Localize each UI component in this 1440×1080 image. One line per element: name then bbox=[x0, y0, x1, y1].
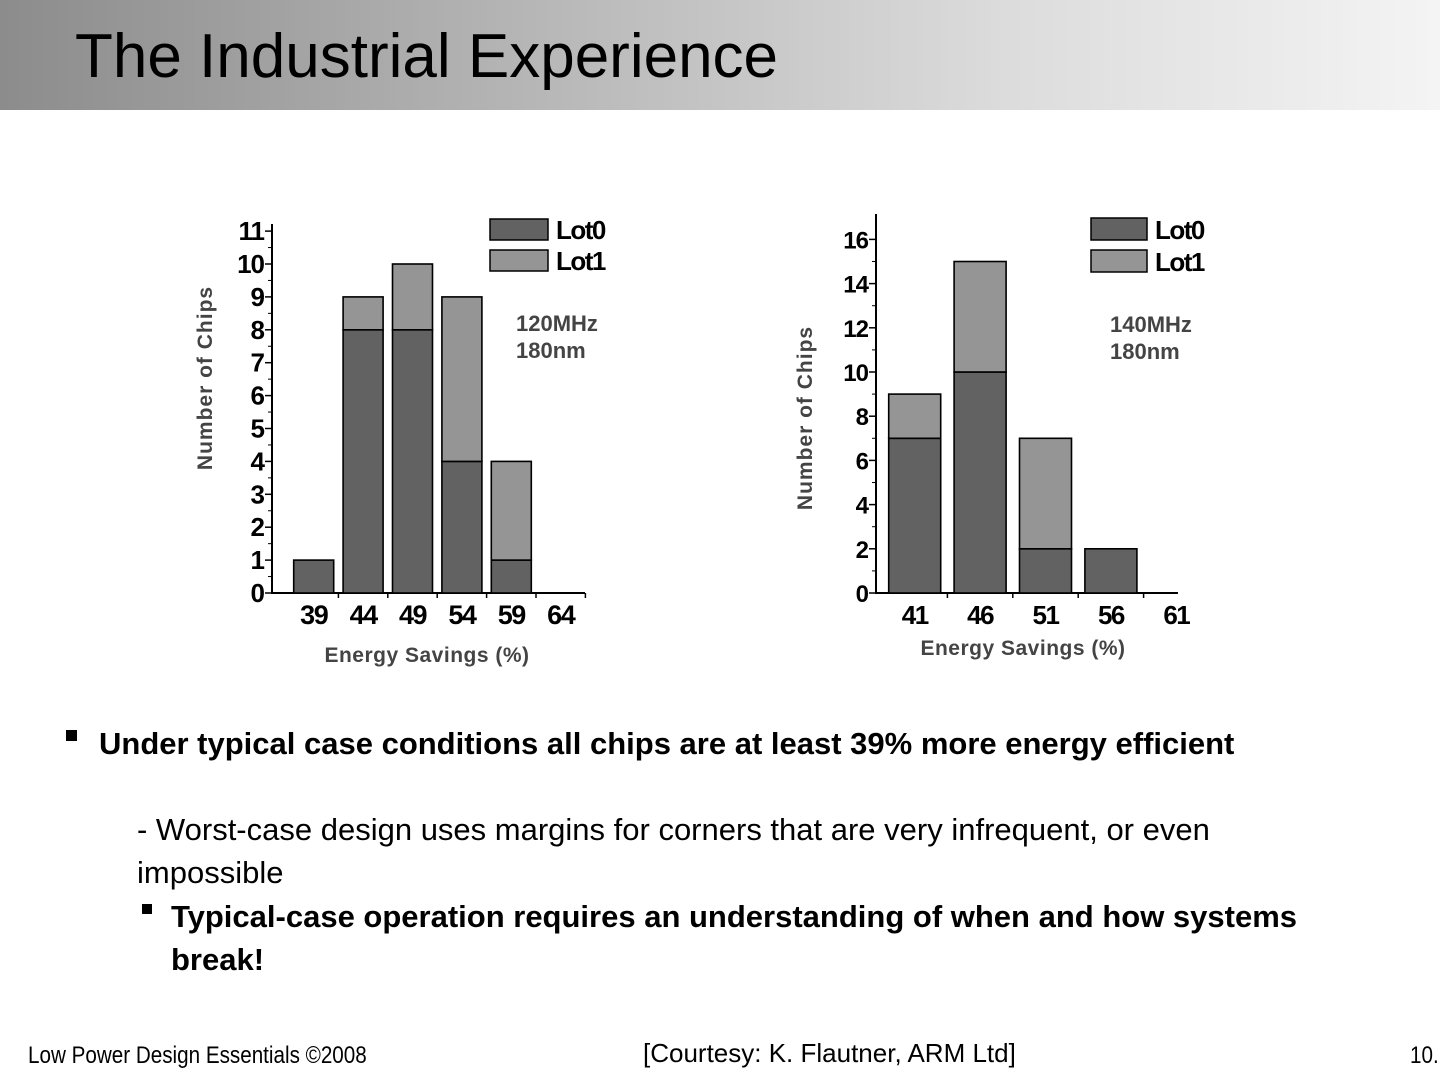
y-tick-label: 0 bbox=[251, 578, 265, 608]
footer-copyright: Low Power Design Essentials ©2008 bbox=[28, 1042, 367, 1069]
legend-label-lot0: Lot0 bbox=[1155, 215, 1205, 245]
legend-swatch-lot0 bbox=[489, 218, 549, 241]
bar-lot0 bbox=[490, 559, 533, 594]
y-tick-label: 9 bbox=[251, 282, 265, 312]
bar-lot0 bbox=[1084, 547, 1138, 594]
chart-annotation: 180nm bbox=[516, 338, 586, 363]
bar-lot1 bbox=[342, 296, 384, 331]
legend-swatch-lot1 bbox=[1090, 249, 1148, 273]
bar-lot0 bbox=[953, 371, 1007, 594]
legend-label-lot1: Lot1 bbox=[556, 246, 606, 276]
y-tick-label: 6 bbox=[856, 448, 869, 475]
y-tick-label: 8 bbox=[251, 315, 265, 345]
legend-label-lot0: Lot0 bbox=[556, 215, 606, 245]
page-number: 10. bbox=[1410, 1042, 1439, 1069]
y-tick-label: 7 bbox=[251, 348, 265, 378]
y-tick-label: 5 bbox=[251, 414, 265, 444]
y-tick-label: 4 bbox=[856, 493, 870, 520]
chart-annotation: 140MHz bbox=[1110, 312, 1192, 337]
bar-lot0 bbox=[441, 460, 483, 594]
x-tick-label: 49 bbox=[399, 600, 428, 630]
y-axis-title: Number of Chips bbox=[194, 286, 217, 470]
bar-lot1 bbox=[441, 296, 483, 463]
sub-bullet-bold: Typical-case operation requires an under… bbox=[171, 899, 1298, 977]
x-tick-label: 46 bbox=[967, 600, 994, 630]
y-tick-label: 12 bbox=[843, 316, 868, 343]
legend-swatch-lot0 bbox=[1090, 217, 1148, 241]
bar-lot1 bbox=[953, 260, 1007, 373]
bullet-level1: Under typical case conditions all chips … bbox=[99, 726, 1235, 761]
legend-swatch-lot1 bbox=[489, 249, 549, 272]
slide-title: The Industrial Experience bbox=[75, 22, 779, 91]
sub-bullet-dash: - Worst-case design uses margins for cor… bbox=[137, 812, 1210, 890]
bar-lot1 bbox=[1018, 437, 1073, 550]
x-tick-label: 41 bbox=[902, 600, 929, 630]
y-tick-label: 0 bbox=[856, 581, 869, 608]
bar-lot0 bbox=[887, 437, 942, 594]
x-tick-label: 64 bbox=[547, 600, 576, 630]
bar-lot1 bbox=[490, 460, 533, 561]
x-axis-title: Energy Savings (%) bbox=[920, 637, 1125, 660]
bar-lot0 bbox=[292, 559, 335, 594]
x-tick-label: 61 bbox=[1163, 600, 1190, 630]
y-tick-label: 10 bbox=[237, 249, 264, 279]
y-tick-label: 3 bbox=[251, 479, 265, 509]
bullet-square-icon bbox=[66, 730, 77, 741]
y-tick-label: 11 bbox=[239, 216, 265, 246]
legend-label-lot1: Lot1 bbox=[1155, 247, 1205, 277]
bar-lot1 bbox=[391, 263, 434, 331]
x-tick-label: 39 bbox=[300, 600, 329, 630]
bar-lot0 bbox=[391, 328, 434, 594]
y-tick-label: 1 bbox=[251, 545, 265, 575]
bar-lot0 bbox=[1018, 547, 1073, 594]
chart-annotation: 180nm bbox=[1110, 339, 1180, 364]
x-tick-label: 51 bbox=[1033, 600, 1060, 630]
bar-lot0 bbox=[342, 328, 384, 594]
title-bar: The Industrial Experience bbox=[0, 0, 1440, 110]
x-axis-title: Energy Savings (%) bbox=[324, 644, 529, 667]
y-tick-label: 16 bbox=[843, 227, 868, 254]
footer-courtesy: [Courtesy: K. Flautner, ARM Ltd] bbox=[643, 1038, 1016, 1068]
sub-bullet-square-icon bbox=[142, 904, 152, 914]
x-tick-label: 56 bbox=[1098, 600, 1125, 630]
x-tick-label: 44 bbox=[350, 600, 379, 630]
x-tick-label: 59 bbox=[498, 600, 527, 630]
y-tick-label: 8 bbox=[856, 404, 869, 431]
chart-annotation: 120MHz bbox=[516, 311, 598, 336]
y-tick-label: 4 bbox=[251, 446, 266, 476]
x-tick-label: 54 bbox=[448, 600, 477, 630]
y-axis-title: Number of Chips bbox=[794, 326, 817, 510]
bar-lot1 bbox=[887, 393, 942, 440]
y-tick-label: 2 bbox=[251, 512, 265, 542]
y-tick-label: 2 bbox=[856, 537, 869, 564]
y-tick-label: 10 bbox=[843, 360, 868, 387]
y-tick-label: 14 bbox=[843, 272, 869, 299]
y-tick-label: 6 bbox=[251, 381, 265, 411]
